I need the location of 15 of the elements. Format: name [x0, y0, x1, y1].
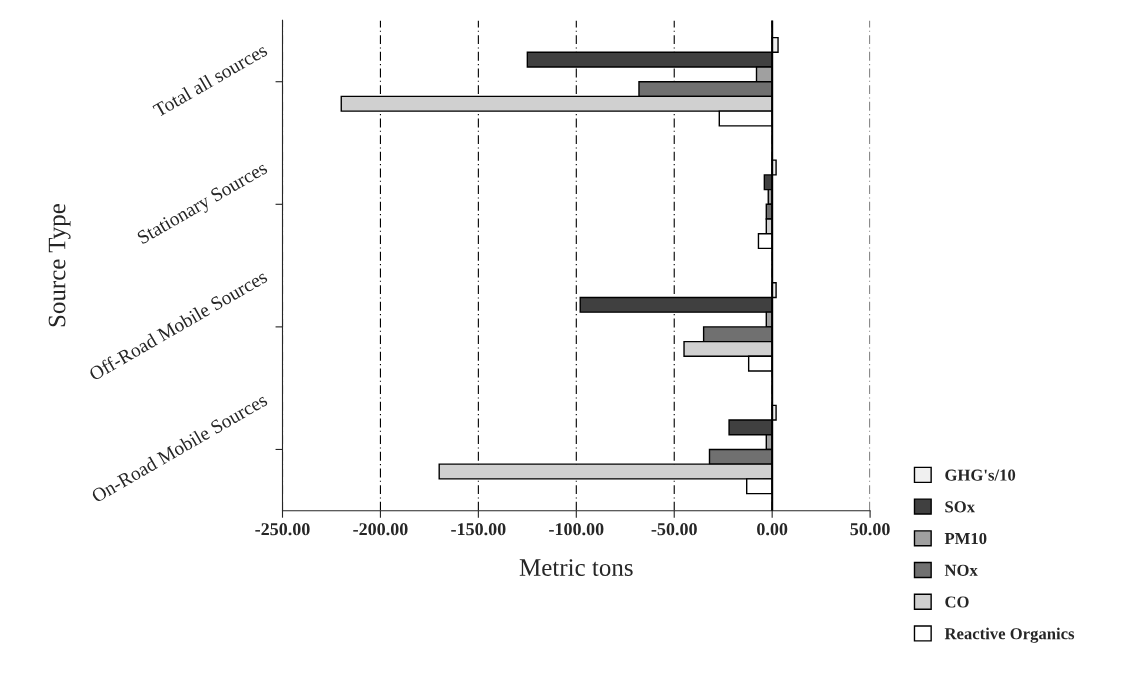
- y-axis-title: Source Type: [48, 204, 71, 327]
- legend-label: SOx: [945, 501, 975, 513]
- legend-label: GHG's/10: [945, 469, 1016, 481]
- x-tick-label: -250.00: [255, 523, 310, 536]
- x-tick-label: -200.00: [353, 523, 408, 536]
- x-tick-label: -100.00: [549, 523, 604, 536]
- x-tick-label: -50.00: [651, 523, 697, 536]
- x-tick-label: 50.00: [850, 523, 890, 536]
- legend-label: Reactive Organics: [944, 627, 1075, 643]
- legend-label: NOx: [944, 564, 978, 576]
- legend-label: PM10: [944, 532, 987, 545]
- x-tick-label: -150.00: [451, 523, 506, 536]
- legend-label: CO: [945, 596, 969, 608]
- x-tick-label: 0.00: [757, 523, 788, 536]
- x-axis-title: Metric tons: [519, 559, 633, 576]
